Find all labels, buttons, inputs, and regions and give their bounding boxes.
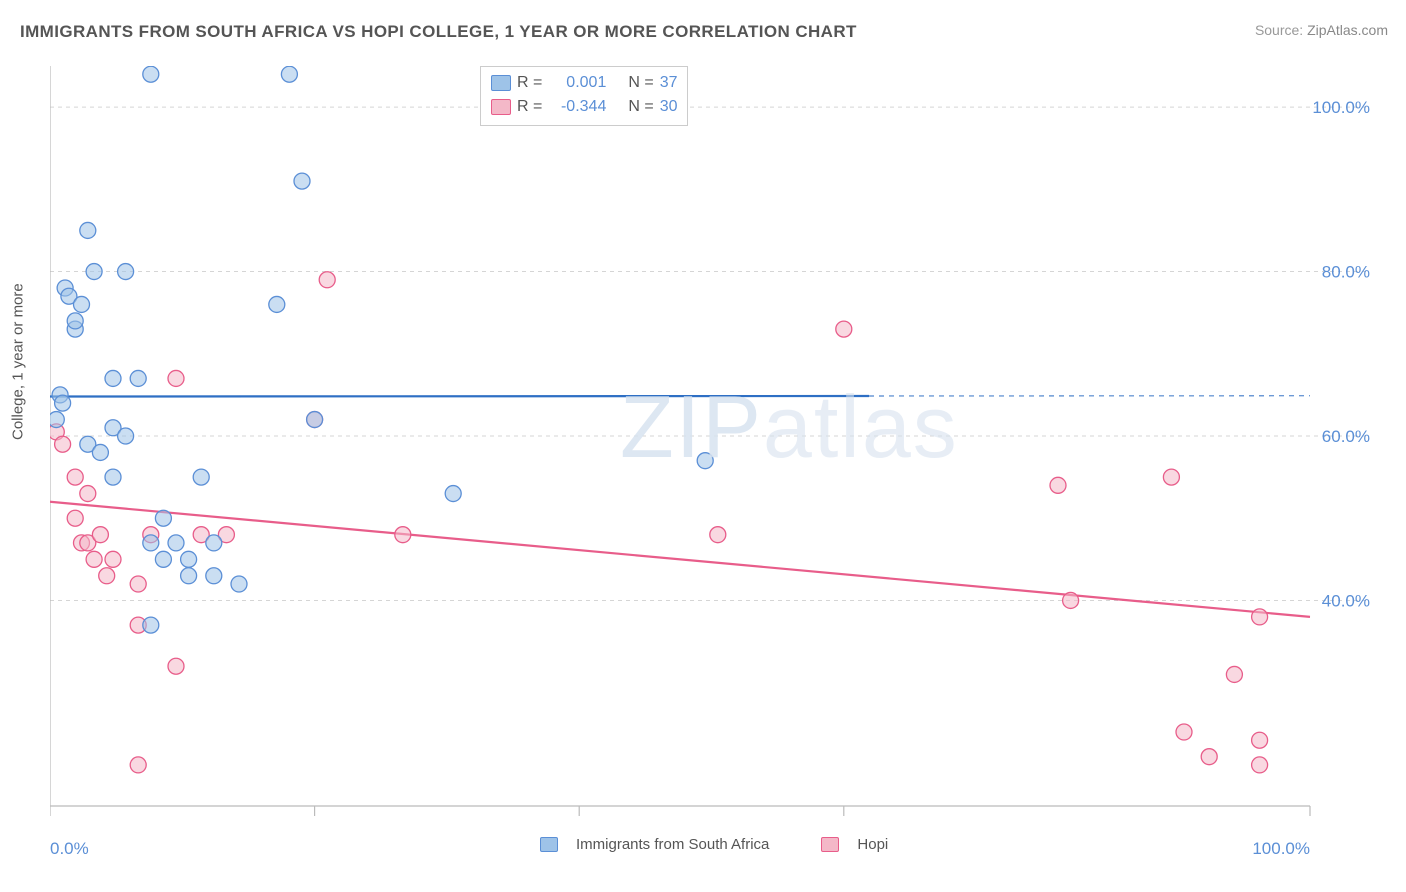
legend-bottom-label-pink: Hopi (857, 836, 888, 853)
legend-bottom-label-blue: Immigrants from South Africa (576, 836, 769, 853)
chart-container: IMMIGRANTS FROM SOUTH AFRICA VS HOPI COL… (0, 0, 1406, 892)
chart-title: IMMIGRANTS FROM SOUTH AFRICA VS HOPI COL… (20, 22, 857, 42)
legend-bottom-swatch-pink (821, 837, 839, 852)
n-value-blue: 37 (660, 74, 678, 92)
svg-text:60.0%: 60.0% (1322, 427, 1370, 446)
source-attribution: Source: ZipAtlas.com (1255, 22, 1388, 38)
legend-swatch-blue (491, 75, 511, 91)
plot-area: 40.0%60.0%80.0%100.0%0.0%100.0% ZIPatlas… (50, 66, 1386, 832)
legend-row-pink: R = -0.344 N = 30 (491, 95, 677, 119)
svg-text:0.0%: 0.0% (50, 839, 89, 858)
legend-row-blue: R = 0.001 N = 37 (491, 71, 677, 95)
n-label: N = (628, 98, 653, 116)
legend-bottom: Immigrants from South Africa Hopi (540, 836, 888, 853)
svg-text:100.0%: 100.0% (1252, 839, 1310, 858)
legend-stats-box: R = 0.001 N = 37 R = -0.344 N = 30 (480, 66, 688, 126)
n-value-pink: 30 (660, 98, 678, 116)
source-value: ZipAtlas.com (1307, 22, 1388, 38)
r-label: R = (517, 74, 542, 92)
legend-swatch-pink (491, 99, 511, 115)
source-label: Source: (1255, 22, 1303, 38)
n-label: N = (628, 74, 653, 92)
svg-text:100.0%: 100.0% (1312, 98, 1370, 117)
svg-text:80.0%: 80.0% (1322, 263, 1370, 282)
r-label: R = (517, 98, 542, 116)
y-axis-label: College, 1 year or more (10, 283, 27, 440)
scatter-svg: 40.0% 60.0% 80.0% 100.0% 0.0% 100.0% (50, 66, 1386, 872)
r-value-blue: 0.001 (548, 74, 606, 92)
svg-text:40.0%: 40.0% (1322, 591, 1370, 610)
legend-bottom-swatch-blue (540, 837, 558, 852)
r-value-pink: -0.344 (548, 98, 606, 116)
